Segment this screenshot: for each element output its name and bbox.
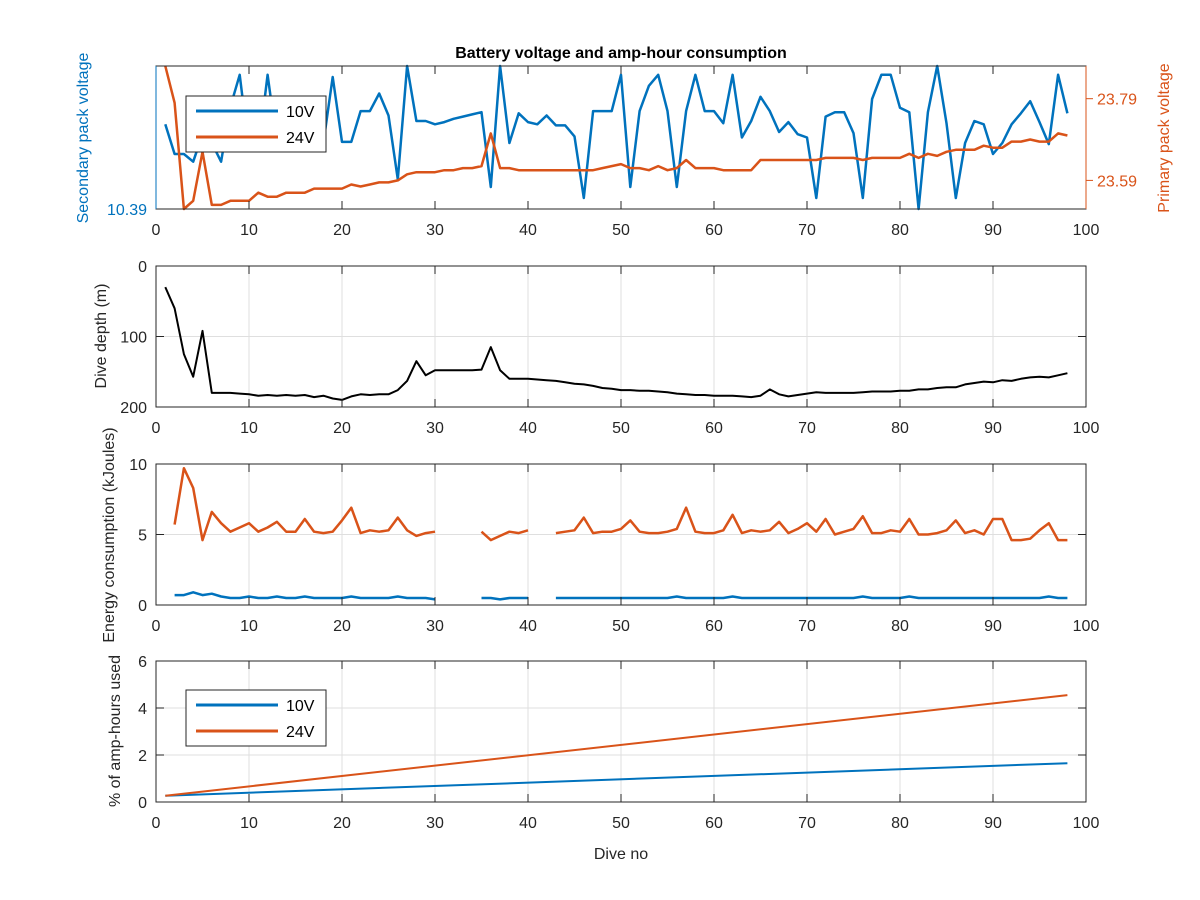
voltage-panel: 0 10 20 30 40 50 60 70 80 90 100 10.39 23.59 23.79 Ba…: [75, 45, 1173, 239]
x-tick-label: 100: [1073, 222, 1100, 239]
x-tick-label: 60: [705, 420, 723, 437]
x-tick-label: 40: [519, 420, 537, 437]
x-tick-label: 0: [152, 222, 161, 239]
x-tick-label: 90: [984, 815, 1002, 832]
y-axis-label-amp-hours: % of amp-hours used: [107, 655, 124, 807]
depth-panel: 0 10 20 30 40 50 60 70 80 90 100 0 100 200 Dive depth…: [93, 259, 1099, 437]
voltage-legend: 10V 24V: [185, 95, 327, 153]
x-tick-label: 0: [152, 618, 161, 635]
voltage-panel-ticks: 0 10 20 30 40 50 60 70 80 90 100 10.39 23.59 23.79: [107, 66, 1137, 239]
y-axis-label-depth: Dive depth (m): [93, 284, 110, 389]
amp-hours-legend: 10V 24V: [185, 689, 327, 747]
y-tick-label: 4: [138, 701, 147, 718]
legend-label-10v: 10V: [286, 104, 315, 121]
legend-label-10v: 10V: [286, 698, 315, 715]
x-tick-label: 70: [798, 420, 816, 437]
legend-box: [185, 689, 327, 747]
x-tick-label: 50: [612, 420, 630, 437]
x-tick-label: 60: [705, 815, 723, 832]
x-tick-label: 20: [333, 618, 351, 635]
x-tick-label: 80: [891, 420, 909, 437]
x-tick-label: 80: [891, 618, 909, 635]
x-axis-label: Dive no: [594, 846, 648, 863]
y-tick-label: 10.39: [107, 202, 147, 219]
x-tick-label: 100: [1073, 618, 1100, 635]
x-tick-label: 40: [519, 815, 537, 832]
x-tick-label: 20: [333, 420, 351, 437]
series-line-depth: [164, 286, 1068, 401]
x-tick-label: 90: [984, 420, 1002, 437]
y-tick-label: 200: [120, 400, 147, 417]
energy-panel-ticks: 0 10 20 30 40 50 60 70 80 90 100 0 5 10: [129, 457, 1099, 635]
x-tick-label: 30: [426, 618, 444, 635]
y-axis-label-left: Secondary pack voltage: [75, 53, 92, 224]
x-tick-label: 70: [798, 222, 816, 239]
energy-panel-series: [173, 466, 1068, 601]
y-right-tick-label: 23.59: [1097, 173, 1137, 190]
y-tick-label: 10: [129, 457, 147, 474]
y-axis-label-right: Primary pack voltage: [1156, 63, 1173, 212]
x-tick-label: 50: [612, 815, 630, 832]
energy-panel: 0 10 20 30 40 50 60 70 80 90 100 0 5 10 Energy consum…: [101, 427, 1099, 642]
depth-panel-ticks: 0 10 20 30 40 50 60 70 80 90 100 0 100 200: [120, 259, 1099, 437]
x-tick-label: 70: [798, 815, 816, 832]
x-tick-label: 100: [1073, 420, 1100, 437]
x-tick-label: 0: [152, 815, 161, 832]
x-tick-label: 50: [612, 222, 630, 239]
series-line-24v: [173, 466, 1068, 542]
y-tick-label: 0: [138, 598, 147, 615]
x-tick-label: 60: [705, 222, 723, 239]
x-tick-label: 20: [333, 222, 351, 239]
series-line-10v: [165, 762, 1068, 797]
legend-label-24v: 24V: [286, 130, 315, 147]
x-tick-label: 20: [333, 815, 351, 832]
x-tick-label: 90: [984, 618, 1002, 635]
x-tick-label: 60: [705, 618, 723, 635]
amp-hours-panel-ticks: 0 10 20 30 40 50 60 70 80 90 100 0 2 4 6: [138, 654, 1099, 832]
series-line-24v: [164, 65, 1068, 211]
y-tick-label: 2: [138, 748, 147, 765]
amp-hours-panel: 0 10 20 30 40 50 60 70 80 90 100 0 2 4 6 % of amp-hour…: [107, 654, 1099, 863]
y-axis-label-energy: Energy consumption (kJoules): [101, 427, 118, 642]
y-tick-label: 5: [138, 528, 147, 545]
x-tick-label: 80: [891, 815, 909, 832]
series-line-10v: [174, 591, 1068, 601]
y-right-tick-label: 23.79: [1097, 92, 1137, 109]
chart-title: Battery voltage and amp-hour consumption: [455, 45, 787, 62]
x-tick-label: 40: [519, 618, 537, 635]
depth-panel-series: [164, 286, 1068, 401]
amp-hours-panel-series: [165, 694, 1068, 797]
x-tick-label: 100: [1073, 815, 1100, 832]
x-tick-label: 10: [240, 420, 258, 437]
x-tick-label: 30: [426, 815, 444, 832]
y-tick-label: 100: [120, 330, 147, 347]
x-tick-label: 0: [152, 420, 161, 437]
x-tick-label: 10: [240, 815, 258, 832]
y-tick-label: 0: [138, 259, 147, 276]
x-tick-label: 40: [519, 222, 537, 239]
x-tick-label: 10: [240, 222, 258, 239]
x-tick-label: 10: [240, 618, 258, 635]
x-tick-label: 80: [891, 222, 909, 239]
x-tick-label: 70: [798, 618, 816, 635]
series-line-24v: [165, 694, 1068, 797]
x-tick-label: 50: [612, 618, 630, 635]
x-tick-label: 90: [984, 222, 1002, 239]
x-tick-label: 30: [426, 420, 444, 437]
y-tick-label: 6: [138, 654, 147, 671]
y-tick-label: 0: [138, 795, 147, 812]
legend-label-24v: 24V: [286, 724, 315, 741]
legend-box: [185, 95, 327, 153]
x-tick-label: 30: [426, 222, 444, 239]
